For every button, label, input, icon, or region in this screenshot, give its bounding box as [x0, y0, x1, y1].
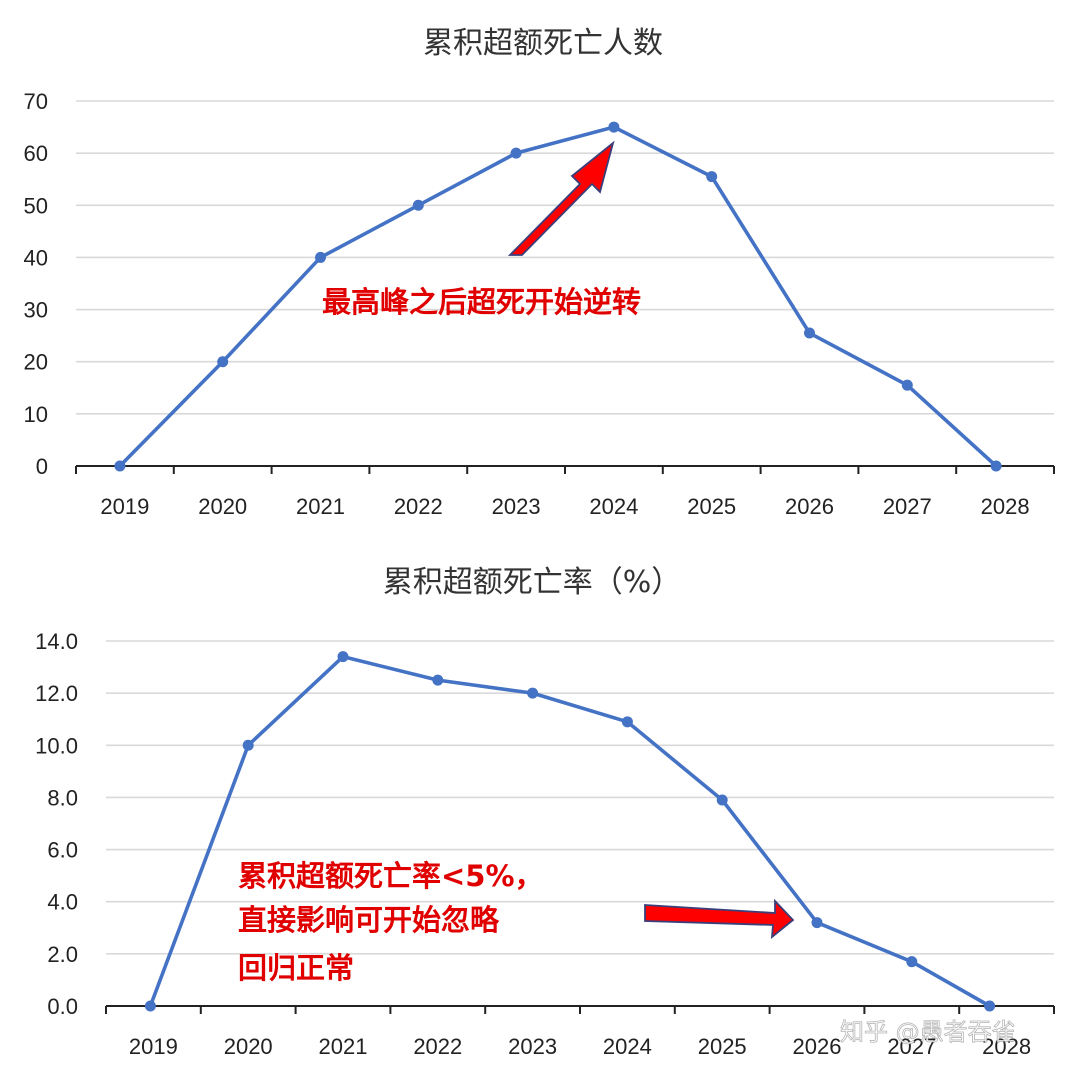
chart1-x-tick-label: 2020	[198, 494, 247, 519]
chart2-title: 累积超额死亡率（%）	[383, 565, 682, 600]
chart1-annotation-arrow	[507, 140, 615, 256]
chart2-annotation-line-3: 回归正常	[238, 951, 354, 985]
chart2-x-tick-label: 2026	[793, 1034, 842, 1059]
chart2-point-2025	[716, 794, 728, 806]
chart1-x-tick-label: 2024	[589, 494, 638, 519]
chart1-point-2025	[706, 171, 718, 183]
chart1-x-tick-label: 2028	[981, 494, 1030, 519]
chart2-x-tick-label: 2027	[887, 1034, 936, 1059]
chart1-x-tick-label: 2022	[394, 494, 443, 519]
chart1-series	[114, 121, 1002, 472]
chart1-y-tick-label: 40	[24, 245, 48, 270]
chart1-y-tick-label: 20	[24, 350, 48, 375]
chart1-x-tick-label: 2025	[687, 494, 736, 519]
chart2-y-tick-label: 14.0	[35, 629, 78, 654]
chart-excess-death-rate: 累积超额死亡率（%） 0.0 2.0 4.0 6.0 8.0 10.0 12.0 14.0 2…	[35, 565, 1055, 1059]
chart2-x-tick-label: 2028	[982, 1034, 1031, 1059]
chart2-x-tick-label: 2023	[508, 1034, 557, 1059]
chart1-y-tick-label: 50	[24, 193, 48, 218]
chart1-title: 累积超额死亡人数	[423, 26, 663, 61]
chart2-series	[144, 651, 996, 1012]
chart2-point-2020	[242, 739, 254, 751]
chart1-point-2027	[901, 379, 913, 391]
chart2-x-tick-label: 2020	[224, 1034, 273, 1059]
chart1-y-tick-label: 0	[36, 454, 48, 479]
chart1-point-2019	[114, 460, 126, 472]
chart2-annotation-line-1: 累积超额死亡率<5%，	[238, 859, 544, 893]
chart1-point-2023	[510, 147, 522, 159]
chart1-annotation: 最高峰之后超死开始逆转	[322, 285, 641, 319]
chart1-y-axis: 0 10 20 30 40 50 60 70	[24, 89, 48, 479]
chart1-x-tick-label: 2026	[785, 494, 834, 519]
chart2-x-tick-label: 2022	[413, 1034, 462, 1059]
chart2-y-tick-label: 4.0	[47, 890, 78, 915]
chart2-x-tick-label: 2019	[129, 1034, 178, 1059]
chart1-y-tick-label: 30	[24, 298, 48, 323]
chart1-point-2021	[315, 251, 326, 263]
chart2-y-axis: 0.0 2.0 4.0 6.0 8.0 10.0 12.0 14.0	[35, 629, 78, 1019]
chart2-series-line	[148, 654, 991, 1008]
chart2-y-tick-label: 8.0	[47, 785, 78, 810]
chart1-y-tick-label: 70	[24, 89, 48, 114]
chart1-series-line	[118, 125, 998, 468]
chart1-x-tick-label: 2021	[296, 494, 345, 519]
chart1-y-tick-label: 10	[24, 402, 48, 427]
chart2-y-tick-label: 6.0	[47, 838, 78, 863]
chart2-x-axis: 2019 2020 2021 2022 2023 2024 2025 2026 2027 2028	[105, 1005, 1055, 1059]
chart2-y-tick-label: 0.0	[47, 994, 78, 1019]
chart1-point-2022	[412, 199, 424, 211]
chart1-x-tick-label: 2027	[883, 494, 932, 519]
chart2-point-2024	[621, 716, 633, 728]
chart2-y-tick-label: 2.0	[47, 942, 78, 967]
chart1-x-tick-label: 2023	[492, 494, 541, 519]
chart1-x-axis: 2019 2020 2021 2022 2023 2024 2025 2026 2027 2028	[75, 465, 1055, 519]
chart2-x-tick-label: 2024	[603, 1034, 652, 1059]
chart2-x-tick-label: 2025	[698, 1034, 747, 1059]
chart2-point-2019	[144, 1000, 156, 1012]
chart2-annotation-line-2: 直接影响可开始忽略	[238, 903, 500, 937]
watermark: 知乎 @愚者吞雀	[840, 1018, 1016, 1046]
chart2-x-tick-label: 2021	[319, 1034, 368, 1059]
chart1-point-2020	[217, 356, 229, 368]
chart2-point-2023	[527, 687, 539, 699]
chart2-point-2022	[432, 674, 444, 686]
chart1-point-2026	[804, 327, 815, 339]
chart2-annotation-arrow	[644, 898, 795, 940]
chart2-point-2026	[811, 917, 823, 929]
chart1-y-tick-label: 60	[24, 141, 48, 166]
chart2-point-2021	[337, 651, 349, 663]
chart2-y-tick-label: 10.0	[35, 733, 78, 758]
chart1-point-2028	[990, 460, 1002, 472]
chart1-x-tick-label: 2019	[100, 494, 149, 519]
chart1-point-2024	[608, 121, 620, 133]
chart2-y-tick-label: 12.0	[35, 681, 78, 706]
chart2-point-2027	[906, 956, 918, 968]
chart-excess-deaths: 累积超额死亡人数 0 10 20 30 40 50 60 70 2019 2020 2021 202…	[24, 26, 1055, 519]
chart2-point-2028	[984, 1000, 996, 1012]
